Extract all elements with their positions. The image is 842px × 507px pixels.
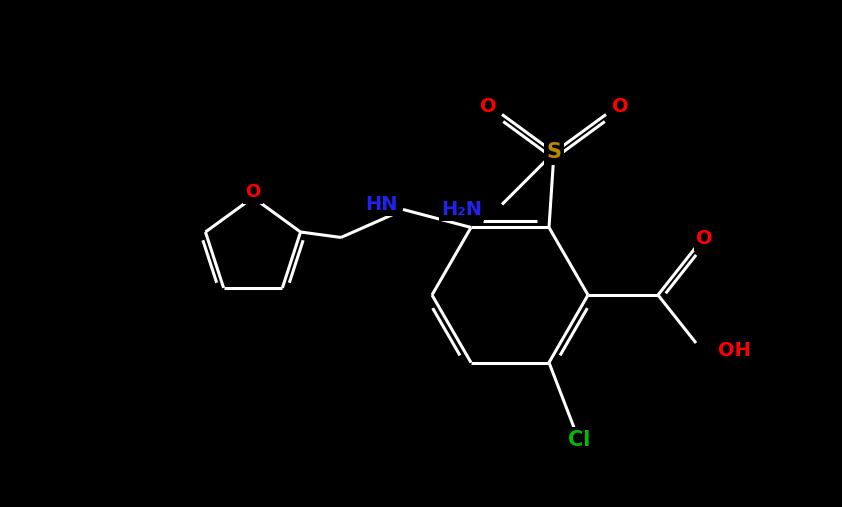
Text: Cl: Cl: [568, 429, 590, 450]
Text: HN: HN: [365, 195, 398, 214]
Text: O: O: [695, 230, 712, 248]
Text: O: O: [245, 184, 261, 201]
Text: H₂N: H₂N: [441, 200, 482, 219]
Text: S: S: [546, 142, 562, 162]
Text: O: O: [611, 97, 628, 116]
Text: OH: OH: [718, 342, 751, 360]
Text: O: O: [480, 97, 496, 116]
